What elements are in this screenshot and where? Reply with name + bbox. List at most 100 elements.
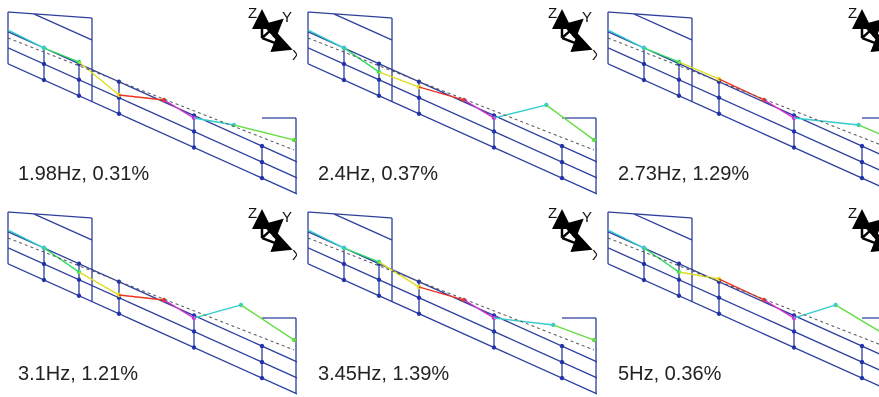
member xyxy=(194,305,241,318)
member xyxy=(679,62,719,79)
node xyxy=(492,345,496,349)
panel: ZYX3.45Hz, 1.39% xyxy=(308,205,604,397)
member xyxy=(79,272,119,295)
node xyxy=(642,62,646,66)
member xyxy=(344,48,379,72)
panel: ZYX2.4Hz, 0.37% xyxy=(308,5,604,197)
member xyxy=(419,87,464,100)
member xyxy=(719,279,764,300)
member xyxy=(308,212,392,218)
member xyxy=(44,248,79,272)
axis-label: X xyxy=(292,247,302,264)
member xyxy=(836,305,879,340)
member xyxy=(608,32,879,165)
member xyxy=(494,318,553,325)
member xyxy=(8,38,294,150)
node xyxy=(342,278,346,282)
node xyxy=(77,294,81,298)
member xyxy=(8,232,304,365)
node xyxy=(860,144,864,148)
axis-label: X xyxy=(592,47,602,64)
node xyxy=(77,278,81,282)
member xyxy=(419,287,464,300)
node xyxy=(860,376,864,380)
node xyxy=(117,112,121,116)
node xyxy=(292,338,296,342)
node xyxy=(642,78,646,82)
axis-arrow xyxy=(862,222,879,238)
node xyxy=(642,278,646,282)
node xyxy=(860,360,864,364)
member xyxy=(241,305,294,340)
node xyxy=(717,312,721,316)
node xyxy=(260,360,264,364)
node xyxy=(677,94,681,98)
member xyxy=(608,12,692,18)
axis-arrow xyxy=(562,22,580,38)
node xyxy=(492,329,496,333)
axis-label: Y xyxy=(282,209,292,226)
node xyxy=(260,176,264,180)
axis-arrow xyxy=(562,238,588,248)
node xyxy=(560,376,564,380)
axis-label: Z xyxy=(548,5,557,22)
node xyxy=(792,129,796,133)
axis-label: Z xyxy=(248,5,257,22)
node xyxy=(77,78,81,82)
node xyxy=(677,78,681,82)
axis-label: Z xyxy=(248,205,257,222)
axis-arrow xyxy=(562,38,588,48)
mode-label: 5Hz, 0.36% xyxy=(618,363,722,385)
node xyxy=(492,145,496,149)
node xyxy=(717,96,721,100)
node xyxy=(560,144,564,148)
axis-label: Z xyxy=(848,205,857,222)
node xyxy=(342,262,346,266)
node xyxy=(860,176,864,180)
node xyxy=(192,345,196,349)
member xyxy=(794,305,836,318)
member xyxy=(308,238,594,350)
member xyxy=(608,238,879,350)
node xyxy=(377,78,381,82)
axis-label: X xyxy=(292,47,302,64)
member xyxy=(608,212,692,218)
mode-label: 1.98Hz, 0.31% xyxy=(18,163,149,185)
node xyxy=(377,94,381,98)
mode-label: 3.45Hz, 1.39% xyxy=(318,363,449,385)
node xyxy=(417,112,421,116)
axis-arrow xyxy=(862,22,879,38)
axis-arrow xyxy=(262,22,280,38)
node xyxy=(717,112,721,116)
node xyxy=(417,96,421,100)
mode-label: 3.1Hz, 1.21% xyxy=(18,363,138,385)
panel: Z Y X 1.98Hz, 0.31% xyxy=(8,5,304,197)
member xyxy=(644,48,679,62)
node xyxy=(717,296,721,300)
member xyxy=(644,248,679,272)
node xyxy=(342,62,346,66)
node xyxy=(42,62,46,66)
node xyxy=(792,345,796,349)
member xyxy=(308,38,594,150)
node xyxy=(260,144,264,148)
member xyxy=(44,48,79,62)
node xyxy=(260,344,264,348)
node xyxy=(77,94,81,98)
node xyxy=(560,176,564,180)
axis-arrow xyxy=(862,238,879,248)
node xyxy=(260,160,264,164)
axis-label: Y xyxy=(282,9,292,26)
member xyxy=(308,12,392,18)
axis-label: Z xyxy=(848,5,857,22)
node xyxy=(192,329,196,333)
member xyxy=(119,295,164,300)
member xyxy=(8,12,92,18)
axis-label: Y xyxy=(582,9,592,26)
node xyxy=(592,338,596,342)
axis-label: Z xyxy=(548,205,557,222)
node xyxy=(42,278,46,282)
member xyxy=(494,105,546,118)
node xyxy=(560,344,564,348)
